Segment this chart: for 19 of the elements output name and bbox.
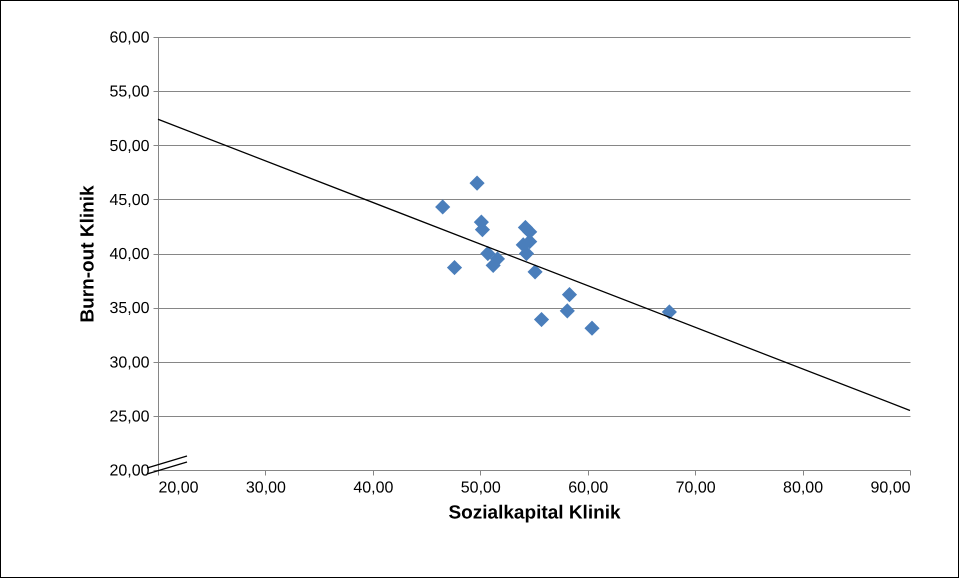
y-tick-label: 35,00 bbox=[109, 300, 150, 318]
x-tick-label: 70,00 bbox=[676, 480, 716, 496]
y-axis-title: Burn-out Klinik bbox=[77, 184, 98, 323]
x-tick-label: 90,00 bbox=[870, 480, 911, 496]
y-tick-label: 45,00 bbox=[109, 192, 150, 209]
x-tick-label: 20,00 bbox=[158, 480, 199, 496]
y-tick-label: 55,00 bbox=[109, 84, 150, 101]
y-tick-label: 20,00 bbox=[109, 462, 150, 480]
x-tick-label: 40,00 bbox=[353, 480, 394, 496]
x-tick-label: 60,00 bbox=[568, 480, 608, 496]
x-axis-title: Sozialkapital Klinik bbox=[448, 502, 621, 524]
y-tick-label: 50,00 bbox=[109, 138, 150, 155]
y-tick-label: 60,00 bbox=[109, 30, 150, 46]
y-tick-label: 25,00 bbox=[109, 408, 150, 426]
x-tick-label: 50,00 bbox=[460, 480, 501, 496]
x-tick-label: 80,00 bbox=[783, 480, 824, 496]
y-tick-label: 40,00 bbox=[109, 246, 150, 263]
x-tick-label: 30,00 bbox=[246, 480, 286, 496]
y-tick-label: 30,00 bbox=[109, 354, 150, 372]
